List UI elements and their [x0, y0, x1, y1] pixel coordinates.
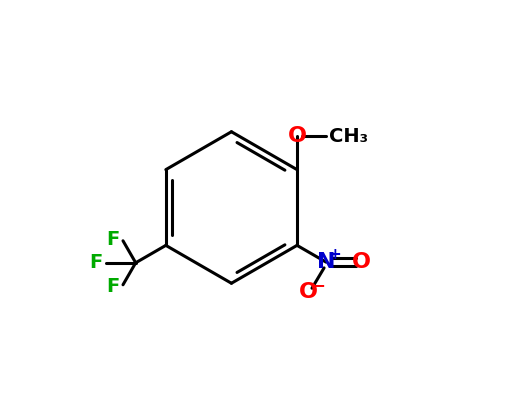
Text: O: O: [351, 252, 370, 272]
Text: −: −: [311, 276, 325, 294]
Text: F: F: [106, 277, 120, 296]
Text: F: F: [106, 229, 120, 249]
Text: O: O: [299, 282, 318, 302]
Text: CH₃: CH₃: [329, 127, 368, 146]
Text: N: N: [317, 252, 335, 272]
Text: O: O: [288, 126, 307, 146]
Text: F: F: [90, 253, 103, 272]
Text: +: +: [329, 247, 342, 262]
